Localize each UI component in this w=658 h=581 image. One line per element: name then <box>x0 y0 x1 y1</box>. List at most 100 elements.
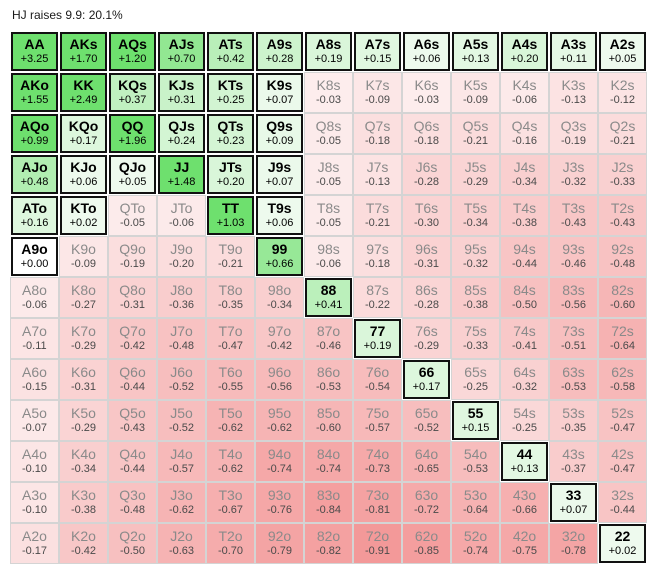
hand-cell-t8s[interactable]: T8s -0.05 <box>304 195 353 236</box>
hand-cell-93o[interactable]: 93o -0.76 <box>255 482 304 523</box>
hand-cell-64o[interactable]: 64o -0.65 <box>402 441 451 482</box>
hand-cell-t9o[interactable]: T9o -0.21 <box>206 236 255 277</box>
hand-cell-t6o[interactable]: T6o -0.55 <box>206 359 255 400</box>
hand-cell-q3o[interactable]: Q3o -0.48 <box>108 482 157 523</box>
hand-cell-a3o[interactable]: A3o -0.10 <box>10 482 59 523</box>
hand-cell-j4o[interactable]: J4o -0.57 <box>157 441 206 482</box>
hand-cell-jj[interactable]: JJ +1.48 <box>158 155 205 194</box>
hand-cell-a5s[interactable]: A5s +0.13 <box>452 32 499 71</box>
hand-cell-63o[interactable]: 63o -0.72 <box>402 482 451 523</box>
hand-cell-64s[interactable]: 64s -0.32 <box>500 359 549 400</box>
hand-cell-75s[interactable]: 75s -0.33 <box>451 318 500 359</box>
hand-cell-t8o[interactable]: T8o -0.35 <box>206 277 255 318</box>
hand-cell-k6s[interactable]: K6s -0.03 <box>402 72 451 113</box>
hand-cell-j4s[interactable]: J4s -0.34 <box>500 154 549 195</box>
hand-cell-a2s[interactable]: A2s +0.05 <box>599 32 646 71</box>
hand-cell-96s[interactable]: 96s -0.31 <box>402 236 451 277</box>
hand-cell-t3o[interactable]: T3o -0.67 <box>206 482 255 523</box>
hand-cell-kqs[interactable]: KQs +0.37 <box>109 73 156 112</box>
hand-cell-ats[interactable]: ATs +0.42 <box>207 32 254 71</box>
hand-cell-qto[interactable]: QTo -0.05 <box>108 195 157 236</box>
hand-cell-aks[interactable]: AKs +1.70 <box>60 32 107 71</box>
hand-cell-aqs[interactable]: AQs +1.20 <box>109 32 156 71</box>
hand-cell-jts[interactable]: JTs +0.20 <box>207 155 254 194</box>
hand-cell-a7o[interactable]: A7o -0.11 <box>10 318 59 359</box>
hand-cell-73s[interactable]: 73s -0.51 <box>549 318 598 359</box>
hand-cell-a4o[interactable]: A4o -0.10 <box>10 441 59 482</box>
hand-cell-94o[interactable]: 94o -0.74 <box>255 441 304 482</box>
hand-cell-44[interactable]: 44 +0.13 <box>501 442 548 481</box>
hand-cell-j5s[interactable]: J5s -0.29 <box>451 154 500 195</box>
hand-cell-a2o[interactable]: A2o -0.17 <box>10 523 59 564</box>
hand-cell-33[interactable]: 33 +0.07 <box>550 483 597 522</box>
hand-cell-a5o[interactable]: A5o -0.07 <box>10 400 59 441</box>
hand-cell-42o[interactable]: 42o -0.75 <box>500 523 549 564</box>
hand-cell-65s[interactable]: 65s -0.25 <box>451 359 500 400</box>
hand-cell-85s[interactable]: 85s -0.38 <box>451 277 500 318</box>
hand-cell-t6s[interactable]: T6s -0.30 <box>402 195 451 236</box>
hand-cell-62s[interactable]: 62s -0.58 <box>598 359 647 400</box>
hand-cell-77[interactable]: 77 +0.19 <box>354 319 401 358</box>
hand-cell-t3s[interactable]: T3s -0.43 <box>549 195 598 236</box>
hand-cell-qjs[interactable]: QJs +0.24 <box>158 114 205 153</box>
hand-cell-k5s[interactable]: K5s -0.09 <box>451 72 500 113</box>
hand-cell-96o[interactable]: 96o -0.56 <box>255 359 304 400</box>
hand-cell-kjo[interactable]: KJo +0.06 <box>60 155 107 194</box>
hand-cell-tt[interactable]: TT +1.03 <box>207 196 254 235</box>
hand-cell-43s[interactable]: 43s -0.37 <box>549 441 598 482</box>
hand-cell-q2o[interactable]: Q2o -0.50 <box>108 523 157 564</box>
hand-cell-kqo[interactable]: KQo +0.17 <box>60 114 107 153</box>
hand-cell-qjo[interactable]: QJo +0.05 <box>109 155 156 194</box>
hand-cell-kto[interactable]: KTo +0.02 <box>60 196 107 235</box>
hand-cell-jto[interactable]: JTo -0.06 <box>157 195 206 236</box>
hand-cell-88[interactable]: 88 +0.41 <box>305 278 352 317</box>
hand-cell-95s[interactable]: 95s -0.32 <box>451 236 500 277</box>
hand-cell-k3o[interactable]: K3o -0.38 <box>59 482 108 523</box>
hand-cell-j8s[interactable]: J8s -0.05 <box>304 154 353 195</box>
hand-cell-52s[interactable]: 52s -0.47 <box>598 400 647 441</box>
hand-cell-75o[interactable]: 75o -0.57 <box>353 400 402 441</box>
hand-cell-t4s[interactable]: T4s -0.38 <box>500 195 549 236</box>
hand-cell-ato[interactable]: ATo +0.16 <box>11 196 58 235</box>
hand-cell-98o[interactable]: 98o -0.34 <box>255 277 304 318</box>
hand-cell-66[interactable]: 66 +0.17 <box>403 360 450 399</box>
hand-cell-k8o[interactable]: K8o -0.27 <box>59 277 108 318</box>
hand-cell-q4o[interactable]: Q4o -0.44 <box>108 441 157 482</box>
hand-cell-a8o[interactable]: A8o -0.06 <box>10 277 59 318</box>
hand-cell-t4o[interactable]: T4o -0.62 <box>206 441 255 482</box>
hand-cell-76s[interactable]: 76s -0.29 <box>402 318 451 359</box>
hand-cell-94s[interactable]: 94s -0.44 <box>500 236 549 277</box>
hand-cell-84s[interactable]: 84s -0.50 <box>500 277 549 318</box>
hand-cell-83s[interactable]: 83s -0.56 <box>549 277 598 318</box>
hand-cell-97s[interactable]: 97s -0.18 <box>353 236 402 277</box>
hand-cell-q5o[interactable]: Q5o -0.43 <box>108 400 157 441</box>
hand-cell-q3s[interactable]: Q3s -0.19 <box>549 113 598 154</box>
hand-cell-k6o[interactable]: K6o -0.31 <box>59 359 108 400</box>
hand-cell-ajs[interactable]: AJs +0.70 <box>158 32 205 71</box>
hand-cell-t7s[interactable]: T7s -0.21 <box>353 195 402 236</box>
hand-cell-q8o[interactable]: Q8o -0.31 <box>108 277 157 318</box>
hand-cell-76o[interactable]: 76o -0.54 <box>353 359 402 400</box>
hand-cell-qq[interactable]: QQ +1.96 <box>109 114 156 153</box>
hand-cell-j9s[interactable]: J9s +0.07 <box>256 155 303 194</box>
hand-cell-a9s[interactable]: A9s +0.28 <box>256 32 303 71</box>
hand-cell-q4s[interactable]: Q4s -0.16 <box>500 113 549 154</box>
hand-cell-84o[interactable]: 84o -0.74 <box>304 441 353 482</box>
hand-cell-43o[interactable]: 43o -0.66 <box>500 482 549 523</box>
hand-cell-kk[interactable]: KK +2.49 <box>60 73 107 112</box>
hand-cell-a9o[interactable]: A9o +0.00 <box>11 237 58 276</box>
hand-cell-k2s[interactable]: K2s -0.12 <box>598 72 647 113</box>
hand-cell-42s[interactable]: 42s -0.47 <box>598 441 647 482</box>
hand-cell-k9o[interactable]: K9o -0.09 <box>59 236 108 277</box>
hand-cell-53o[interactable]: 53o -0.64 <box>451 482 500 523</box>
hand-cell-q5s[interactable]: Q5s -0.21 <box>451 113 500 154</box>
hand-cell-a7s[interactable]: A7s +0.15 <box>354 32 401 71</box>
hand-cell-ako[interactable]: AKo +1.55 <box>11 73 58 112</box>
hand-cell-j3s[interactable]: J3s -0.32 <box>549 154 598 195</box>
hand-cell-54o[interactable]: 54o -0.53 <box>451 441 500 482</box>
hand-cell-k4s[interactable]: K4s -0.06 <box>500 72 549 113</box>
hand-cell-t5o[interactable]: T5o -0.62 <box>206 400 255 441</box>
hand-cell-53s[interactable]: 53s -0.35 <box>549 400 598 441</box>
hand-cell-t2o[interactable]: T2o -0.70 <box>206 523 255 564</box>
hand-cell-k5o[interactable]: K5o -0.29 <box>59 400 108 441</box>
